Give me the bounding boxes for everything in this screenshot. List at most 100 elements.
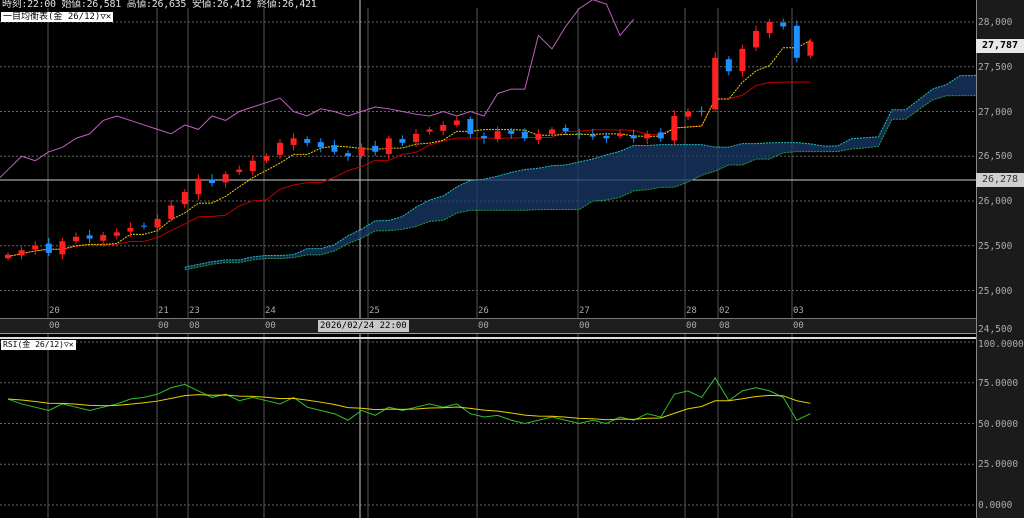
low-readout: 安値:26,412	[191, 0, 252, 10]
candle-body	[127, 227, 134, 232]
candle-body	[807, 41, 814, 56]
candle-body	[793, 25, 800, 58]
price-tick-label: 25,000	[978, 285, 1013, 297]
time-hour-label: 08	[719, 321, 730, 331]
price-tick-label: 27,000	[978, 106, 1013, 118]
candle-body	[440, 124, 447, 131]
candle-body	[32, 245, 39, 250]
price-tick-label: 25,500	[978, 240, 1013, 252]
time-day-label: 24	[265, 306, 276, 316]
candle-body	[413, 133, 419, 143]
panel-divider[interactable]	[0, 337, 976, 339]
candle-body	[576, 133, 583, 135]
candle-body	[535, 133, 542, 140]
time-day-label: 26	[478, 306, 489, 316]
candle-body	[331, 145, 338, 152]
rsi-tick-label: 0.0000	[978, 500, 1013, 511]
current-price-label: 27,787	[976, 39, 1024, 53]
ichimoku-cloud	[184, 75, 976, 270]
candle-body	[236, 169, 243, 173]
candle-body	[725, 59, 732, 72]
time-day-label: 02	[719, 306, 730, 316]
time-hour-label: 00	[793, 321, 804, 331]
candle-body	[508, 130, 515, 134]
time-hour-label: 00	[686, 321, 697, 331]
rsi-indicator-tag[interactable]: RSI(金 26/12)▽✕	[1, 340, 76, 350]
rsi-tick-label: 25.0000	[978, 459, 1019, 471]
candle-body	[86, 235, 93, 239]
candle-body	[467, 119, 474, 134]
candle-body	[290, 138, 297, 145]
candle-body	[739, 48, 746, 72]
ohlc-readout: 時刻:22:00 始値:26,581 高値:26,635 安値:26,412 終…	[2, 0, 317, 10]
high-readout: 高値:26,635	[126, 0, 187, 10]
rsi-tick-label: 100.0000	[978, 339, 1024, 350]
time-day-label: 03	[793, 306, 804, 316]
candle-body	[100, 235, 107, 241]
senkou-span-b-line	[184, 95, 976, 271]
time-day-label: 28	[686, 306, 697, 316]
candle-body	[562, 127, 569, 132]
candle-body	[657, 132, 664, 139]
candle-body	[73, 236, 79, 242]
time-day-label: 20	[49, 306, 60, 316]
candle-body	[18, 250, 25, 256]
time-day-label: 21	[158, 306, 169, 316]
candle-body	[521, 131, 528, 139]
price-tick-label: 24,500	[978, 324, 1013, 335]
rsi-tick-label: 75.0000	[978, 377, 1019, 389]
candle-body	[630, 135, 637, 139]
senkou-span-a-line	[184, 74, 976, 268]
candle-body	[481, 136, 487, 139]
price-axis[interactable]	[976, 0, 1024, 518]
rsi-tick-label: 50.0000	[978, 418, 1019, 430]
candle-body	[712, 57, 719, 110]
price-tick-label: 26,000	[978, 196, 1013, 207]
candle-body	[603, 135, 610, 139]
time-readout: 時刻:22:00	[2, 0, 56, 10]
candle-body	[698, 110, 705, 112]
candle-body	[209, 179, 215, 184]
candle-body	[113, 232, 120, 236]
candle-body	[59, 241, 66, 255]
candle-body	[385, 138, 392, 154]
candle-body	[141, 225, 147, 227]
chart-canvas[interactable]	[0, 0, 976, 518]
candle-body	[372, 145, 379, 152]
candle-body	[589, 134, 596, 137]
candle-body	[766, 22, 773, 34]
candle-body	[195, 178, 202, 195]
candle-body	[549, 129, 555, 134]
time-day-label: 27	[579, 306, 590, 316]
candle-body	[45, 243, 52, 253]
candle-body	[358, 147, 365, 157]
candle-body	[168, 205, 175, 219]
open-readout: 始値:26,581	[61, 0, 121, 10]
time-axis-bar	[0, 318, 976, 334]
candle-body	[345, 153, 351, 157]
time-hour-label: 00	[478, 321, 489, 331]
rsi-signal-line	[7, 394, 811, 421]
candle-body	[181, 192, 188, 205]
time-hour-label: 00	[49, 321, 60, 331]
candle-body	[685, 111, 691, 117]
candle-body	[277, 142, 283, 155]
candle-body	[617, 133, 623, 137]
price-tick-label: 26,500	[978, 151, 1013, 163]
ichimoku-indicator-tag[interactable]: 一目均衡表(金 26/12)▽✕	[1, 12, 114, 22]
time-hour-label: 00	[579, 321, 590, 331]
chikou-span-line	[0, 0, 634, 179]
candle-body	[426, 129, 433, 132]
time-hour-label: 00	[265, 321, 276, 331]
price-tick-label: 27,500	[978, 61, 1013, 73]
candle-body	[249, 160, 256, 172]
candle-body	[671, 115, 678, 141]
candle-body	[399, 139, 406, 143]
time-day-label: 25	[369, 306, 380, 316]
candle-body	[780, 22, 787, 27]
candle-body	[494, 131, 501, 140]
crosshair-time-label: 2026/02/24 22:00	[318, 320, 409, 332]
close-readout: 終値:26,421	[257, 0, 317, 10]
candle-body	[222, 174, 229, 183]
candle-body	[317, 142, 324, 148]
